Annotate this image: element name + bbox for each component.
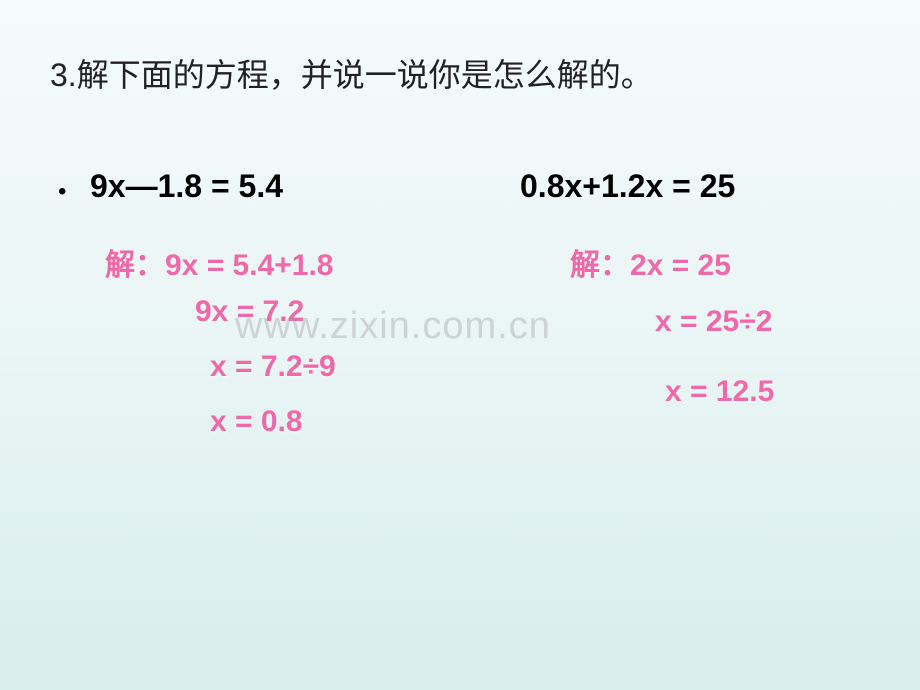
eq1-step-1: 解：9x = 5.4+1.8 — [105, 240, 334, 284]
question-title: 3.解下面的方程，并说一说你是怎么解的。 — [50, 50, 653, 96]
eq2-step-1: 解：2x = 25 — [570, 240, 731, 284]
eq1-step-4: x = 0.8 — [210, 405, 303, 439]
eq1-step-3: x = 7.2÷9 — [210, 350, 336, 384]
equation-2-problem: 0.8x+1.2x = 25 — [520, 168, 735, 205]
eq2-step-2: x = 25÷2 — [655, 305, 772, 339]
eq1-step-2: 9x = 7.2 — [195, 295, 304, 329]
eq2-step-3: x = 12.5 — [665, 375, 774, 409]
bullet-point: • — [58, 178, 66, 206]
equation-1-problem: 9x—1.8 = 5.4 — [90, 168, 283, 205]
